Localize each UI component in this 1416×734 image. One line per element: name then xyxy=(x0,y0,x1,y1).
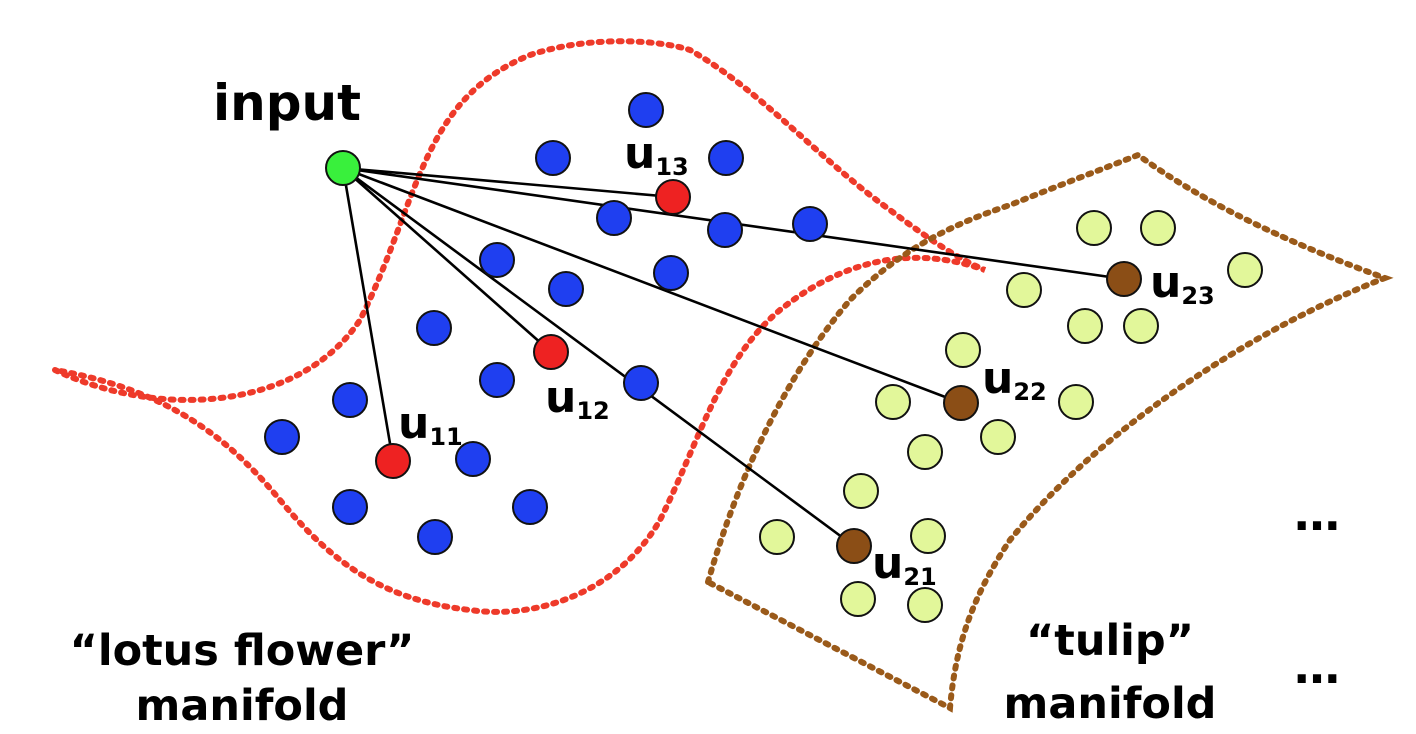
tulip-point xyxy=(910,518,946,554)
tulip-point xyxy=(1006,272,1042,308)
tulip-point xyxy=(1227,252,1263,288)
lotus-point xyxy=(455,441,491,477)
lotus-point xyxy=(623,365,659,401)
edge-input-u22 xyxy=(342,166,962,405)
lotus-point xyxy=(479,242,515,278)
tulip-point xyxy=(1058,384,1094,420)
lotus-point xyxy=(332,489,368,525)
tulip-point xyxy=(875,384,911,420)
lotus-points xyxy=(264,92,828,555)
lotus-manifold-boundary xyxy=(53,38,987,615)
tulip-point xyxy=(1076,210,1112,246)
u22-label: u22 xyxy=(982,353,1047,406)
tulip-point xyxy=(759,519,795,555)
tulip-point xyxy=(907,587,943,623)
lotus-point xyxy=(653,255,689,291)
lotus-point xyxy=(332,382,368,418)
lotus-point xyxy=(792,206,828,242)
ellipsis-lower: … xyxy=(1294,640,1342,694)
tulip-point xyxy=(1067,308,1103,344)
ellipsis-upper: … xyxy=(1294,487,1342,541)
lotus-point xyxy=(479,362,515,398)
lotus-point xyxy=(707,212,743,248)
lotus-point xyxy=(596,200,632,236)
input-label: input xyxy=(213,74,361,132)
tulip-caption-line2: manifold xyxy=(1004,679,1217,729)
lotus-caption-line1: “lotus flower” xyxy=(70,626,415,676)
selected-points xyxy=(375,179,1142,564)
u11-label: u11 xyxy=(398,398,463,451)
tulip-point xyxy=(1140,210,1176,246)
u22-point xyxy=(943,385,979,421)
tulip-manifold-boundary xyxy=(704,151,1394,713)
tulip-point xyxy=(980,419,1016,455)
u11-point xyxy=(375,443,411,479)
lotus-point xyxy=(548,271,584,307)
edge-input-u12 xyxy=(342,167,552,353)
lotus-caption-line2: manifold xyxy=(136,681,349,731)
tulip-caption-line1: “tulip” xyxy=(1026,616,1194,666)
u13-point xyxy=(655,179,691,215)
lotus-point xyxy=(535,140,571,176)
tulip-point xyxy=(1123,308,1159,344)
u21-label: u21 xyxy=(872,538,937,591)
u12-point xyxy=(533,334,569,370)
edge-input-u13 xyxy=(342,166,674,199)
edge-input-u11 xyxy=(341,167,395,462)
u21-point xyxy=(836,528,872,564)
input-node xyxy=(325,150,361,186)
u23-point xyxy=(1106,261,1142,297)
u23-label: u23 xyxy=(1150,257,1215,310)
tulip-point xyxy=(840,581,876,617)
u12-label: u12 xyxy=(545,372,610,425)
tulip-points xyxy=(759,210,1263,623)
lotus-point xyxy=(628,92,664,128)
u13-label: u13 xyxy=(624,128,689,181)
edge-input-u21 xyxy=(342,166,855,548)
lotus-point xyxy=(417,519,453,555)
lotus-point xyxy=(416,310,452,346)
tulip-point xyxy=(945,332,981,368)
lotus-point xyxy=(512,489,548,525)
lotus-point xyxy=(264,419,300,455)
tulip-point xyxy=(843,473,879,509)
lotus-point xyxy=(708,140,744,176)
tulip-point xyxy=(907,434,943,470)
